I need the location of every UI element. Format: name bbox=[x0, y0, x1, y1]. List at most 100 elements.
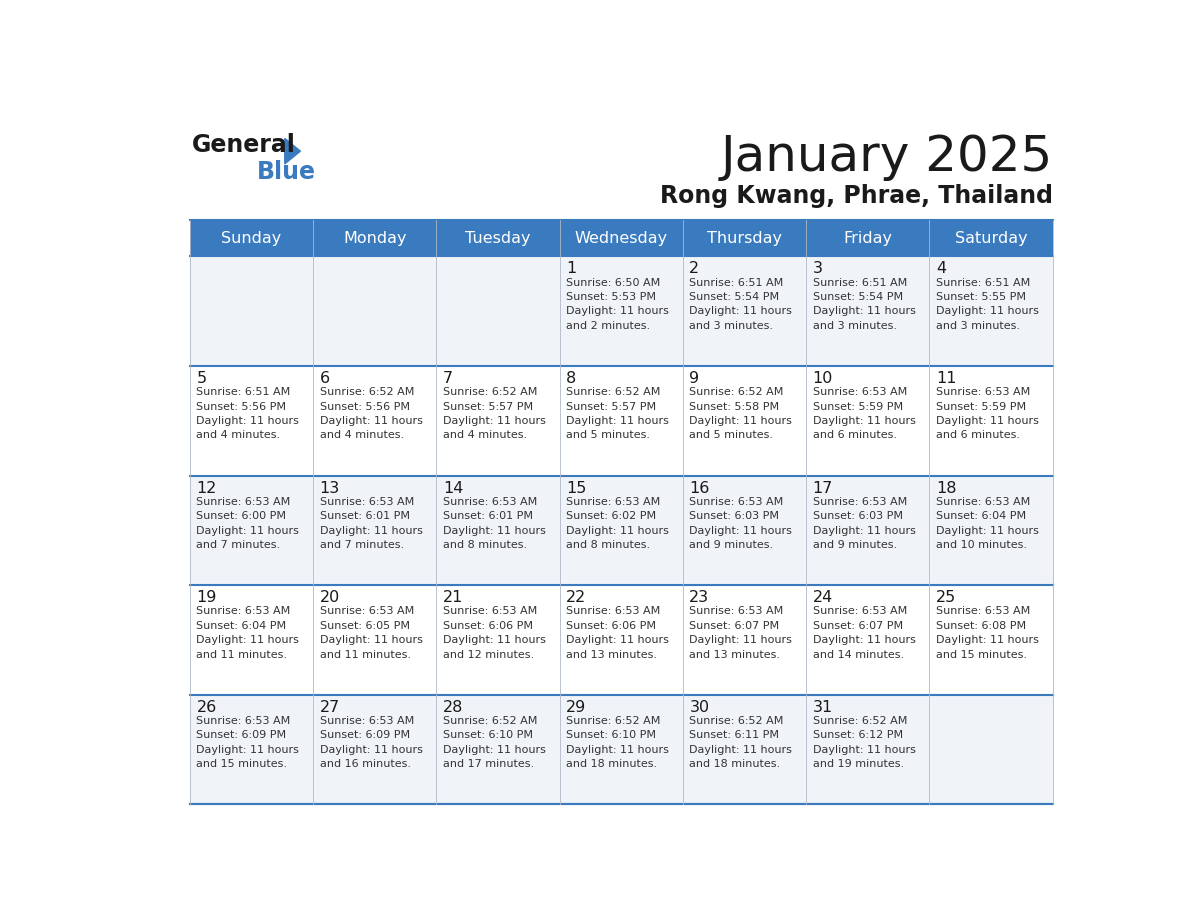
Text: Thursday: Thursday bbox=[707, 230, 782, 246]
Text: Sunrise: 6:53 AM
Sunset: 6:04 PM
Daylight: 11 hours
and 10 minutes.: Sunrise: 6:53 AM Sunset: 6:04 PM Dayligh… bbox=[936, 497, 1038, 550]
Bar bbox=[807, 585, 929, 695]
Text: Sunrise: 6:53 AM
Sunset: 6:07 PM
Daylight: 11 hours
and 14 minutes.: Sunrise: 6:53 AM Sunset: 6:07 PM Dayligh… bbox=[813, 607, 916, 659]
Text: Tuesday: Tuesday bbox=[466, 230, 531, 246]
Text: Sunrise: 6:53 AM
Sunset: 6:03 PM
Daylight: 11 hours
and 9 minutes.: Sunrise: 6:53 AM Sunset: 6:03 PM Dayligh… bbox=[689, 497, 792, 550]
Bar bbox=[929, 256, 1053, 366]
Bar bbox=[436, 476, 560, 585]
Text: Sunday: Sunday bbox=[221, 230, 282, 246]
Text: 21: 21 bbox=[443, 590, 463, 605]
Text: Blue: Blue bbox=[257, 160, 316, 184]
Text: Sunrise: 6:51 AM
Sunset: 5:54 PM
Daylight: 11 hours
and 3 minutes.: Sunrise: 6:51 AM Sunset: 5:54 PM Dayligh… bbox=[689, 277, 792, 330]
Text: 7: 7 bbox=[443, 371, 453, 386]
Text: 16: 16 bbox=[689, 480, 709, 496]
Text: 8: 8 bbox=[567, 371, 576, 386]
Text: 11: 11 bbox=[936, 371, 956, 386]
Text: Sunrise: 6:52 AM
Sunset: 6:11 PM
Daylight: 11 hours
and 18 minutes.: Sunrise: 6:52 AM Sunset: 6:11 PM Dayligh… bbox=[689, 716, 792, 769]
Bar bbox=[560, 585, 683, 695]
Text: 25: 25 bbox=[936, 590, 956, 605]
Text: 26: 26 bbox=[196, 700, 216, 715]
Bar bbox=[436, 366, 560, 476]
Bar bbox=[807, 256, 929, 366]
Text: 27: 27 bbox=[320, 700, 340, 715]
Bar bbox=[683, 219, 807, 256]
Bar bbox=[929, 476, 1053, 585]
Bar bbox=[560, 695, 683, 804]
Text: 30: 30 bbox=[689, 700, 709, 715]
Text: January 2025: January 2025 bbox=[720, 133, 1053, 181]
Bar bbox=[807, 695, 929, 804]
Text: 18: 18 bbox=[936, 480, 956, 496]
Bar bbox=[807, 366, 929, 476]
Text: Friday: Friday bbox=[843, 230, 892, 246]
Text: Wednesday: Wednesday bbox=[575, 230, 668, 246]
Text: 4: 4 bbox=[936, 262, 946, 276]
Bar bbox=[190, 476, 314, 585]
Bar bbox=[560, 476, 683, 585]
Text: 2: 2 bbox=[689, 262, 700, 276]
Bar bbox=[314, 256, 436, 366]
Text: General: General bbox=[191, 133, 296, 157]
Bar bbox=[683, 695, 807, 804]
Bar bbox=[436, 585, 560, 695]
Text: Sunrise: 6:53 AM
Sunset: 6:09 PM
Daylight: 11 hours
and 15 minutes.: Sunrise: 6:53 AM Sunset: 6:09 PM Dayligh… bbox=[196, 716, 299, 769]
Bar bbox=[807, 476, 929, 585]
Text: Sunrise: 6:53 AM
Sunset: 6:04 PM
Daylight: 11 hours
and 11 minutes.: Sunrise: 6:53 AM Sunset: 6:04 PM Dayligh… bbox=[196, 607, 299, 659]
Text: Sunrise: 6:53 AM
Sunset: 6:05 PM
Daylight: 11 hours
and 11 minutes.: Sunrise: 6:53 AM Sunset: 6:05 PM Dayligh… bbox=[320, 607, 423, 659]
Bar bbox=[314, 695, 436, 804]
Bar bbox=[807, 219, 929, 256]
Bar bbox=[929, 219, 1053, 256]
Text: Sunrise: 6:53 AM
Sunset: 6:01 PM
Daylight: 11 hours
and 8 minutes.: Sunrise: 6:53 AM Sunset: 6:01 PM Dayligh… bbox=[443, 497, 545, 550]
Text: Sunrise: 6:53 AM
Sunset: 6:07 PM
Daylight: 11 hours
and 13 minutes.: Sunrise: 6:53 AM Sunset: 6:07 PM Dayligh… bbox=[689, 607, 792, 659]
Bar bbox=[929, 695, 1053, 804]
Text: Sunrise: 6:53 AM
Sunset: 6:00 PM
Daylight: 11 hours
and 7 minutes.: Sunrise: 6:53 AM Sunset: 6:00 PM Dayligh… bbox=[196, 497, 299, 550]
Text: 28: 28 bbox=[443, 700, 463, 715]
Bar bbox=[683, 585, 807, 695]
Text: Sunrise: 6:53 AM
Sunset: 6:02 PM
Daylight: 11 hours
and 8 minutes.: Sunrise: 6:53 AM Sunset: 6:02 PM Dayligh… bbox=[567, 497, 669, 550]
Bar bbox=[314, 585, 436, 695]
Text: Sunrise: 6:52 AM
Sunset: 6:10 PM
Daylight: 11 hours
and 18 minutes.: Sunrise: 6:52 AM Sunset: 6:10 PM Dayligh… bbox=[567, 716, 669, 769]
Text: Sunrise: 6:51 AM
Sunset: 5:56 PM
Daylight: 11 hours
and 4 minutes.: Sunrise: 6:51 AM Sunset: 5:56 PM Dayligh… bbox=[196, 387, 299, 441]
Text: Sunrise: 6:50 AM
Sunset: 5:53 PM
Daylight: 11 hours
and 2 minutes.: Sunrise: 6:50 AM Sunset: 5:53 PM Dayligh… bbox=[567, 277, 669, 330]
Text: 31: 31 bbox=[813, 700, 833, 715]
Bar bbox=[190, 256, 314, 366]
Bar bbox=[560, 256, 683, 366]
Bar bbox=[683, 256, 807, 366]
Text: Sunrise: 6:51 AM
Sunset: 5:55 PM
Daylight: 11 hours
and 3 minutes.: Sunrise: 6:51 AM Sunset: 5:55 PM Dayligh… bbox=[936, 277, 1038, 330]
Text: Sunrise: 6:53 AM
Sunset: 5:59 PM
Daylight: 11 hours
and 6 minutes.: Sunrise: 6:53 AM Sunset: 5:59 PM Dayligh… bbox=[813, 387, 916, 441]
Bar bbox=[436, 219, 560, 256]
Text: Sunrise: 6:53 AM
Sunset: 5:59 PM
Daylight: 11 hours
and 6 minutes.: Sunrise: 6:53 AM Sunset: 5:59 PM Dayligh… bbox=[936, 387, 1038, 441]
Text: 10: 10 bbox=[813, 371, 833, 386]
Bar bbox=[190, 219, 314, 256]
Text: Saturday: Saturday bbox=[955, 230, 1028, 246]
Text: 20: 20 bbox=[320, 590, 340, 605]
Text: Sunrise: 6:53 AM
Sunset: 6:01 PM
Daylight: 11 hours
and 7 minutes.: Sunrise: 6:53 AM Sunset: 6:01 PM Dayligh… bbox=[320, 497, 423, 550]
Text: Sunrise: 6:53 AM
Sunset: 6:06 PM
Daylight: 11 hours
and 13 minutes.: Sunrise: 6:53 AM Sunset: 6:06 PM Dayligh… bbox=[567, 607, 669, 659]
Text: 22: 22 bbox=[567, 590, 587, 605]
Text: 14: 14 bbox=[443, 480, 463, 496]
Bar bbox=[190, 695, 314, 804]
Text: Sunrise: 6:51 AM
Sunset: 5:54 PM
Daylight: 11 hours
and 3 minutes.: Sunrise: 6:51 AM Sunset: 5:54 PM Dayligh… bbox=[813, 277, 916, 330]
Bar bbox=[560, 219, 683, 256]
Text: 17: 17 bbox=[813, 480, 833, 496]
Text: Sunrise: 6:52 AM
Sunset: 5:57 PM
Daylight: 11 hours
and 5 minutes.: Sunrise: 6:52 AM Sunset: 5:57 PM Dayligh… bbox=[567, 387, 669, 441]
Bar bbox=[436, 695, 560, 804]
Text: 9: 9 bbox=[689, 371, 700, 386]
Bar bbox=[190, 366, 314, 476]
Bar bbox=[190, 585, 314, 695]
Text: Sunrise: 6:53 AM
Sunset: 6:03 PM
Daylight: 11 hours
and 9 minutes.: Sunrise: 6:53 AM Sunset: 6:03 PM Dayligh… bbox=[813, 497, 916, 550]
Bar bbox=[683, 366, 807, 476]
Text: 3: 3 bbox=[813, 262, 822, 276]
Bar bbox=[683, 476, 807, 585]
Text: 12: 12 bbox=[196, 480, 216, 496]
Bar bbox=[929, 585, 1053, 695]
Text: Sunrise: 6:52 AM
Sunset: 6:10 PM
Daylight: 11 hours
and 17 minutes.: Sunrise: 6:52 AM Sunset: 6:10 PM Dayligh… bbox=[443, 716, 545, 769]
Text: 5: 5 bbox=[196, 371, 207, 386]
Text: Sunrise: 6:53 AM
Sunset: 6:08 PM
Daylight: 11 hours
and 15 minutes.: Sunrise: 6:53 AM Sunset: 6:08 PM Dayligh… bbox=[936, 607, 1038, 659]
Text: 13: 13 bbox=[320, 480, 340, 496]
Bar bbox=[314, 219, 436, 256]
Bar bbox=[560, 366, 683, 476]
Text: 29: 29 bbox=[567, 700, 587, 715]
Text: 6: 6 bbox=[320, 371, 330, 386]
Text: 24: 24 bbox=[813, 590, 833, 605]
Bar bbox=[314, 366, 436, 476]
